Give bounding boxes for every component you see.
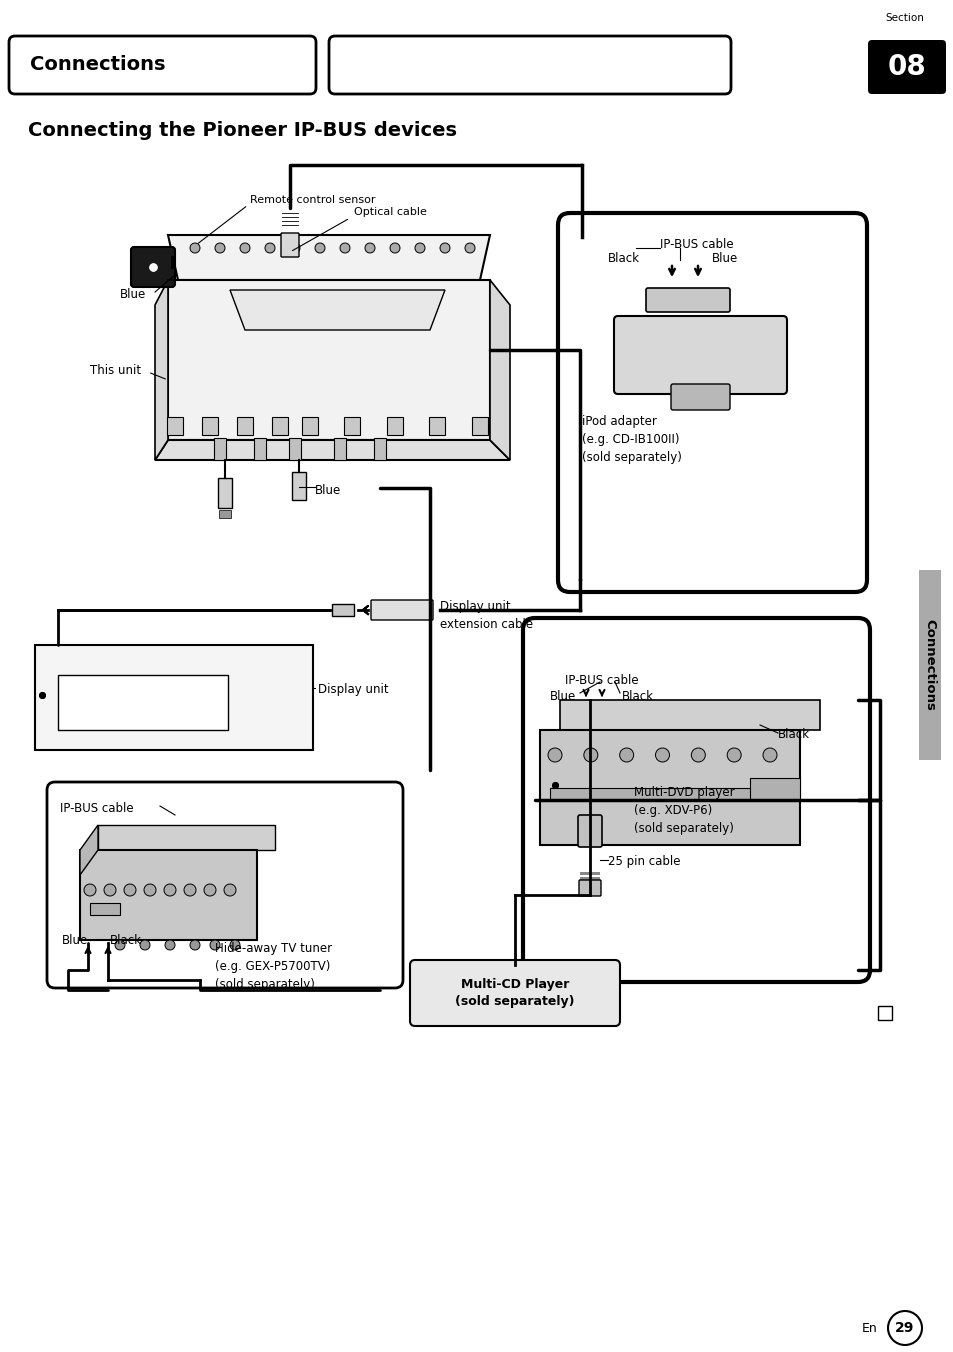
Circle shape xyxy=(726,748,740,763)
Bar xyxy=(550,788,769,800)
Text: Blue: Blue xyxy=(549,690,576,703)
Bar xyxy=(579,872,599,875)
Circle shape xyxy=(655,748,669,763)
Circle shape xyxy=(224,884,235,896)
Circle shape xyxy=(115,940,125,950)
Bar xyxy=(579,882,599,886)
Text: Blue: Blue xyxy=(120,288,146,301)
Text: Blue: Blue xyxy=(711,251,738,265)
Circle shape xyxy=(887,1311,921,1345)
Bar xyxy=(302,416,317,435)
Text: Display unit: Display unit xyxy=(317,684,388,696)
Text: Black: Black xyxy=(778,729,809,741)
Bar xyxy=(877,1006,891,1019)
FancyBboxPatch shape xyxy=(867,41,945,95)
Text: Connecting the Pioneer IP-BUS devices: Connecting the Pioneer IP-BUS devices xyxy=(28,120,456,139)
Circle shape xyxy=(762,748,776,763)
Bar xyxy=(472,416,488,435)
Bar xyxy=(579,877,599,880)
Circle shape xyxy=(339,243,350,253)
FancyBboxPatch shape xyxy=(645,288,729,312)
Circle shape xyxy=(265,243,274,253)
Polygon shape xyxy=(230,289,444,330)
Bar xyxy=(749,777,800,800)
Circle shape xyxy=(140,940,150,950)
Text: Multi-CD Player
(sold separately): Multi-CD Player (sold separately) xyxy=(455,977,574,1009)
Circle shape xyxy=(547,748,561,763)
Bar xyxy=(168,280,490,439)
Bar xyxy=(35,645,313,750)
Bar xyxy=(344,416,360,435)
FancyBboxPatch shape xyxy=(410,960,619,1026)
Text: Black: Black xyxy=(607,251,639,265)
Circle shape xyxy=(165,940,174,950)
Text: Connections: Connections xyxy=(30,55,165,74)
Text: Multi-DVD player
(e.g. XDV-P6)
(sold separately): Multi-DVD player (e.g. XDV-P6) (sold sep… xyxy=(634,786,734,836)
Circle shape xyxy=(290,243,299,253)
FancyBboxPatch shape xyxy=(522,618,869,982)
Bar xyxy=(253,438,266,460)
Circle shape xyxy=(619,748,633,763)
Polygon shape xyxy=(490,280,510,460)
Text: Optical cable: Optical cable xyxy=(354,207,426,218)
Bar xyxy=(579,892,599,895)
Circle shape xyxy=(691,748,704,763)
Bar xyxy=(236,416,253,435)
Text: 25 pin cable: 25 pin cable xyxy=(607,856,679,868)
Polygon shape xyxy=(98,825,274,850)
FancyBboxPatch shape xyxy=(578,880,600,896)
Bar xyxy=(218,479,232,508)
Bar xyxy=(292,472,306,500)
Text: Section: Section xyxy=(884,14,923,23)
Circle shape xyxy=(314,243,325,253)
Text: Blue: Blue xyxy=(62,933,88,946)
Circle shape xyxy=(583,748,598,763)
Circle shape xyxy=(124,884,136,896)
FancyBboxPatch shape xyxy=(558,214,866,592)
Polygon shape xyxy=(154,280,168,460)
Polygon shape xyxy=(80,825,98,875)
Circle shape xyxy=(240,243,250,253)
Circle shape xyxy=(204,884,215,896)
Circle shape xyxy=(144,884,156,896)
Circle shape xyxy=(190,940,200,950)
Bar xyxy=(539,730,800,845)
Circle shape xyxy=(190,243,200,253)
FancyBboxPatch shape xyxy=(614,316,786,393)
Bar xyxy=(374,438,386,460)
FancyBboxPatch shape xyxy=(47,781,402,988)
Bar xyxy=(334,438,346,460)
Bar xyxy=(289,438,301,460)
Circle shape xyxy=(184,884,195,896)
Bar xyxy=(167,416,183,435)
Text: 29: 29 xyxy=(894,1321,914,1334)
Text: Display unit
extension cable: Display unit extension cable xyxy=(439,600,533,631)
Text: Remote control sensor: Remote control sensor xyxy=(250,195,375,206)
Text: IP-BUS cable: IP-BUS cable xyxy=(564,673,638,687)
Circle shape xyxy=(210,940,220,950)
Text: Hide-away TV tuner
(e.g. GEX-P5700TV)
(sold separately): Hide-away TV tuner (e.g. GEX-P5700TV) (s… xyxy=(214,942,332,991)
Bar xyxy=(579,887,599,890)
Text: 08: 08 xyxy=(886,53,925,81)
FancyBboxPatch shape xyxy=(329,37,730,95)
Text: IP-BUS cable: IP-BUS cable xyxy=(659,238,733,251)
Text: IP-BUS cable: IP-BUS cable xyxy=(60,802,133,814)
Bar xyxy=(80,850,256,940)
Bar xyxy=(918,571,940,760)
FancyBboxPatch shape xyxy=(371,600,433,621)
Circle shape xyxy=(365,243,375,253)
Circle shape xyxy=(214,243,225,253)
Circle shape xyxy=(439,243,450,253)
Text: iPod adapter
(e.g. CD-IB100II)
(sold separately): iPod adapter (e.g. CD-IB100II) (sold sep… xyxy=(581,415,681,464)
FancyBboxPatch shape xyxy=(281,233,298,257)
Circle shape xyxy=(390,243,399,253)
Text: Black: Black xyxy=(110,933,142,946)
Text: This unit: This unit xyxy=(90,364,141,376)
Polygon shape xyxy=(154,439,510,460)
Circle shape xyxy=(415,243,424,253)
Text: Connections: Connections xyxy=(923,619,936,711)
Bar xyxy=(213,438,226,460)
Bar xyxy=(429,416,445,435)
Text: En: En xyxy=(862,1321,877,1334)
Bar xyxy=(202,416,218,435)
